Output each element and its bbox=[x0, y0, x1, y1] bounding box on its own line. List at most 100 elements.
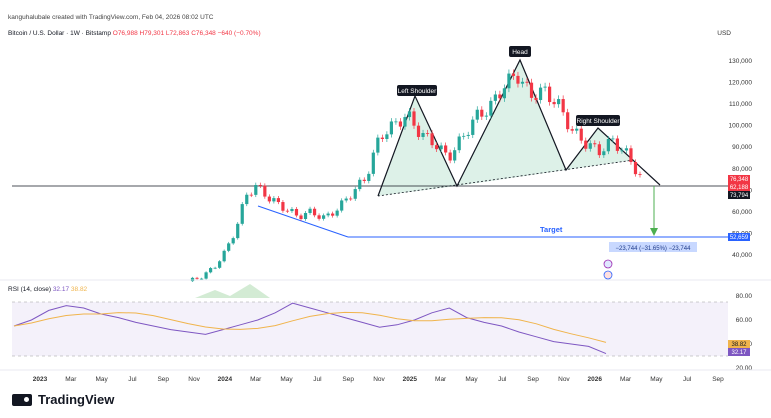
price-tick-label: 80,000 bbox=[732, 166, 752, 173]
flag-icon[interactable] bbox=[603, 270, 613, 280]
candle-body bbox=[335, 210, 339, 216]
time-axis: 2023 Mar May Jul Sep Nov 2024 Mar May Jul Sep Nov 20… bbox=[33, 376, 724, 383]
candle-body bbox=[593, 143, 597, 145]
candle-body bbox=[263, 185, 267, 197]
candle-body bbox=[466, 134, 470, 136]
candle-body bbox=[371, 152, 375, 174]
candle-body bbox=[480, 109, 484, 117]
candle-body bbox=[475, 109, 479, 120]
candle-body bbox=[204, 272, 208, 279]
currency-label: USD bbox=[717, 30, 731, 37]
candle-body bbox=[439, 145, 443, 150]
candle-body bbox=[471, 119, 475, 135]
candle-body bbox=[611, 138, 615, 140]
target-tag-text: 52,659 bbox=[730, 235, 749, 241]
candle-body bbox=[326, 213, 330, 216]
svg-text:Right Shoulder: Right Shoulder bbox=[577, 118, 621, 125]
ohlc-close: C76,348 bbox=[191, 30, 216, 37]
time-tick-label: Nov bbox=[373, 376, 385, 383]
target-label: Target bbox=[540, 225, 563, 234]
rsi-band bbox=[12, 302, 728, 356]
time-tick-label: 2024 bbox=[218, 376, 233, 383]
candle-body bbox=[620, 150, 624, 152]
candle-body bbox=[267, 196, 271, 202]
candle-body bbox=[520, 81, 525, 84]
candle-body bbox=[552, 102, 556, 105]
close-tag-text: 76,348 bbox=[730, 177, 749, 183]
candle-body bbox=[322, 215, 326, 219]
target-tag bbox=[728, 233, 750, 241]
tradingview-icon bbox=[12, 393, 32, 406]
candle-body bbox=[385, 134, 389, 139]
candle-body bbox=[258, 184, 262, 186]
candle-body bbox=[376, 137, 380, 153]
tradingview-logo[interactable]: TradingView bbox=[12, 392, 114, 407]
neckline-tag-text: 73,794 bbox=[730, 193, 749, 199]
candle-body bbox=[231, 238, 235, 244]
candle-body bbox=[633, 162, 638, 175]
candle-body bbox=[209, 268, 213, 273]
time-tick-label: Mar bbox=[65, 376, 77, 383]
head-label: Head bbox=[509, 46, 531, 57]
candle-body bbox=[529, 82, 534, 98]
candle-body bbox=[624, 148, 629, 151]
time-tick-label: Mar bbox=[620, 376, 632, 383]
candle-body bbox=[299, 215, 303, 220]
time-tick-label: Jul bbox=[683, 376, 692, 383]
candle-body bbox=[638, 174, 642, 175]
measure-text: −23,744 (−31.65%) −23,744 bbox=[616, 246, 692, 252]
symbol-name: Bitcoin / U.S. Dollar · 1W · Bitstamp bbox=[8, 30, 111, 37]
time-tick-label: Jul bbox=[128, 376, 137, 383]
candle-body bbox=[290, 208, 294, 212]
candle-body bbox=[444, 145, 448, 153]
candle-body bbox=[425, 133, 430, 134]
close2-tag bbox=[728, 183, 750, 191]
candle-body bbox=[453, 150, 457, 161]
rsi-tag1 bbox=[728, 340, 750, 348]
candle-body bbox=[538, 87, 543, 101]
attribution-text: kanguhalubale created with TradingView.c… bbox=[8, 14, 214, 21]
candle-body bbox=[190, 277, 195, 282]
event-icon[interactable] bbox=[603, 259, 613, 269]
left-shoulder-label: Left Shoulder bbox=[397, 85, 437, 96]
candle-body bbox=[584, 140, 588, 149]
candle-body bbox=[435, 145, 439, 150]
brand-name: TradingView bbox=[38, 392, 115, 407]
candle-body bbox=[249, 194, 253, 196]
neckline-tag bbox=[728, 191, 750, 199]
candle-body bbox=[398, 121, 403, 127]
ohlc-high: H79,301 bbox=[139, 30, 165, 37]
candle-body bbox=[525, 81, 529, 83]
candle-body bbox=[489, 100, 493, 116]
rsi-tick-label: 80.00 bbox=[736, 293, 753, 300]
close2-tag-text: 62,188 bbox=[730, 185, 749, 191]
time-tick-label: Sep bbox=[527, 376, 539, 383]
candle-body bbox=[575, 128, 579, 131]
ohlc-open: O76,988 bbox=[112, 30, 138, 37]
rsi-overbought-fill bbox=[195, 284, 270, 298]
time-tick-label: Mar bbox=[435, 376, 447, 383]
price-tick-label: 130,000 bbox=[729, 58, 753, 65]
candle-body bbox=[507, 73, 511, 89]
rsi-tick-label: 20.00 bbox=[736, 365, 753, 372]
candle-body bbox=[294, 208, 299, 216]
candle-body bbox=[236, 223, 240, 239]
time-tick-label: 2025 bbox=[403, 376, 418, 383]
svg-text:Left Shoulder: Left Shoulder bbox=[398, 88, 438, 95]
candle-body bbox=[308, 208, 312, 213]
candle-body bbox=[561, 99, 565, 113]
candle-body bbox=[218, 261, 222, 268]
candle-body bbox=[448, 152, 452, 161]
time-tick-label: Sep bbox=[712, 376, 724, 383]
time-tick-label: May bbox=[650, 376, 663, 383]
symbol-legend: Bitcoin / U.S. Dollar · 1W · Bitstamp O7… bbox=[8, 30, 261, 37]
time-tick-label: May bbox=[465, 376, 478, 383]
candle-body bbox=[240, 204, 244, 224]
candle-body bbox=[195, 277, 199, 279]
candle-body bbox=[213, 267, 217, 269]
time-tick-label: Sep bbox=[342, 376, 354, 383]
price-tick-label: 40,000 bbox=[732, 252, 752, 259]
candle-body bbox=[412, 111, 416, 126]
candle-body bbox=[457, 136, 461, 151]
